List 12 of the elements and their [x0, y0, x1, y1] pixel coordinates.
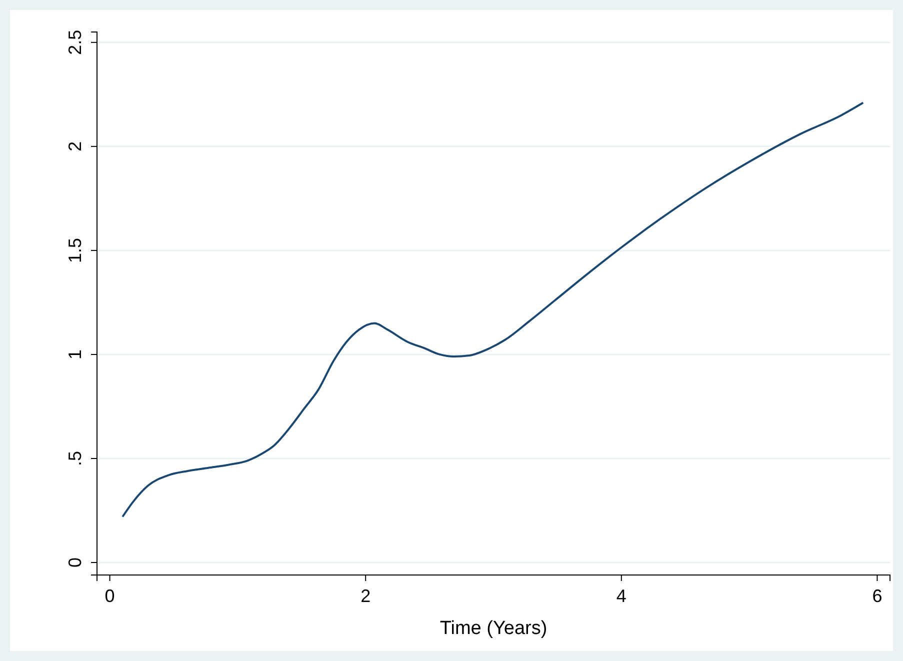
y-tick-label: 1: [65, 349, 85, 360]
y-tick-label: 1.5: [65, 238, 85, 263]
y-tick-label: 0: [65, 558, 85, 568]
x-tick-label: 2: [360, 586, 371, 606]
x-tick-label: 4: [616, 586, 626, 606]
x-axis-title: Time (Years): [440, 618, 548, 639]
y-tick-label: .5: [65, 450, 85, 466]
y-tick-label: 2.5: [65, 30, 85, 55]
x-tick-label: 0: [104, 586, 115, 606]
line-series: [122, 102, 864, 518]
x-tick-label: 6: [872, 586, 882, 606]
y-tick-label: 2: [65, 141, 85, 152]
